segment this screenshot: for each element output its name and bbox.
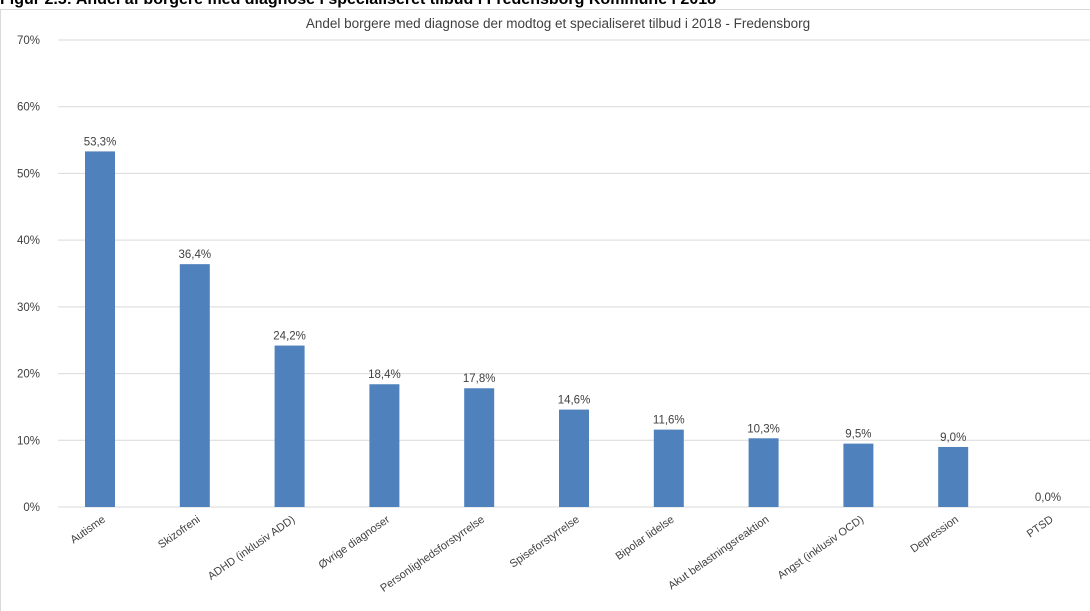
data-label: 9,5%: [845, 429, 871, 441]
data-labels: 53,3% 36,4% 24,2% 18,4% 17,8% 14,6% 11,6% 10,3%…: [84, 136, 1061, 504]
bar: [938, 446, 969, 507]
bar: [179, 264, 210, 507]
x-tick-label: Akut belastningsreaktion: [666, 514, 771, 593]
data-label: 10,3%: [747, 423, 780, 435]
x-tick-label: Øvrige diagnoser: [317, 513, 393, 571]
y-tick-label: 50%: [17, 168, 40, 180]
data-label: 11,6%: [653, 415, 685, 427]
bar: [559, 409, 589, 507]
chart-title: Andel borgere med diagnose der modtog et…: [306, 16, 810, 31]
data-label: 9,0%: [940, 432, 966, 444]
y-tick-label: 70%: [17, 35, 40, 47]
y-tick-label: 20%: [17, 369, 40, 381]
figure-caption: Figur 2.5: Andel af borgere med diagnose…: [0, 0, 1090, 8]
gridlines: [58, 39, 1090, 508]
bar: [748, 438, 779, 507]
data-label: 36,4%: [178, 249, 211, 261]
bar: [369, 384, 400, 507]
x-tick-label: ADHD (inklusiv ADD): [206, 514, 297, 583]
data-label: 53,3%: [84, 136, 117, 148]
bar: [653, 429, 684, 507]
y-tick-label: 40%: [17, 235, 40, 247]
bars: [85, 151, 969, 508]
x-tick-label: Autisme: [68, 514, 107, 547]
y-tick-label: 30%: [17, 302, 40, 314]
bar: [843, 443, 874, 507]
y-tick-label: 0%: [23, 502, 40, 514]
x-axis-labels: Autisme Skizofreni ADHD (inklusiv ADD) Øvri…: [68, 513, 1055, 594]
data-label: 17,8%: [463, 373, 496, 385]
bar: [274, 345, 305, 507]
data-label: 18,4%: [368, 369, 401, 381]
y-tick-label: 10%: [17, 435, 40, 447]
bar: [464, 388, 495, 507]
x-tick-label: Spiseforstyrrelse: [508, 514, 582, 571]
x-tick-label: Angst (inklusiv OCD): [776, 514, 867, 582]
x-tick-label: Personlighedsforstyrrelse: [378, 514, 487, 595]
data-label: 0,0%: [1035, 492, 1061, 504]
chart-frame: [0, 9, 1090, 611]
x-tick-label: Skizofreni: [156, 514, 202, 552]
x-tick-label: Bipolar lidelse: [614, 514, 677, 563]
x-tick-label: Depression: [908, 514, 960, 556]
data-label: 14,6%: [558, 395, 591, 407]
x-tick-label: PTSD: [1025, 514, 1056, 541]
y-axis-ticks: 0% 10% 20% 30% 40% 50% 60% 70%: [17, 35, 40, 514]
y-tick-label: 60%: [17, 102, 40, 114]
data-label: 24,2%: [273, 331, 306, 343]
bar: [85, 151, 115, 508]
